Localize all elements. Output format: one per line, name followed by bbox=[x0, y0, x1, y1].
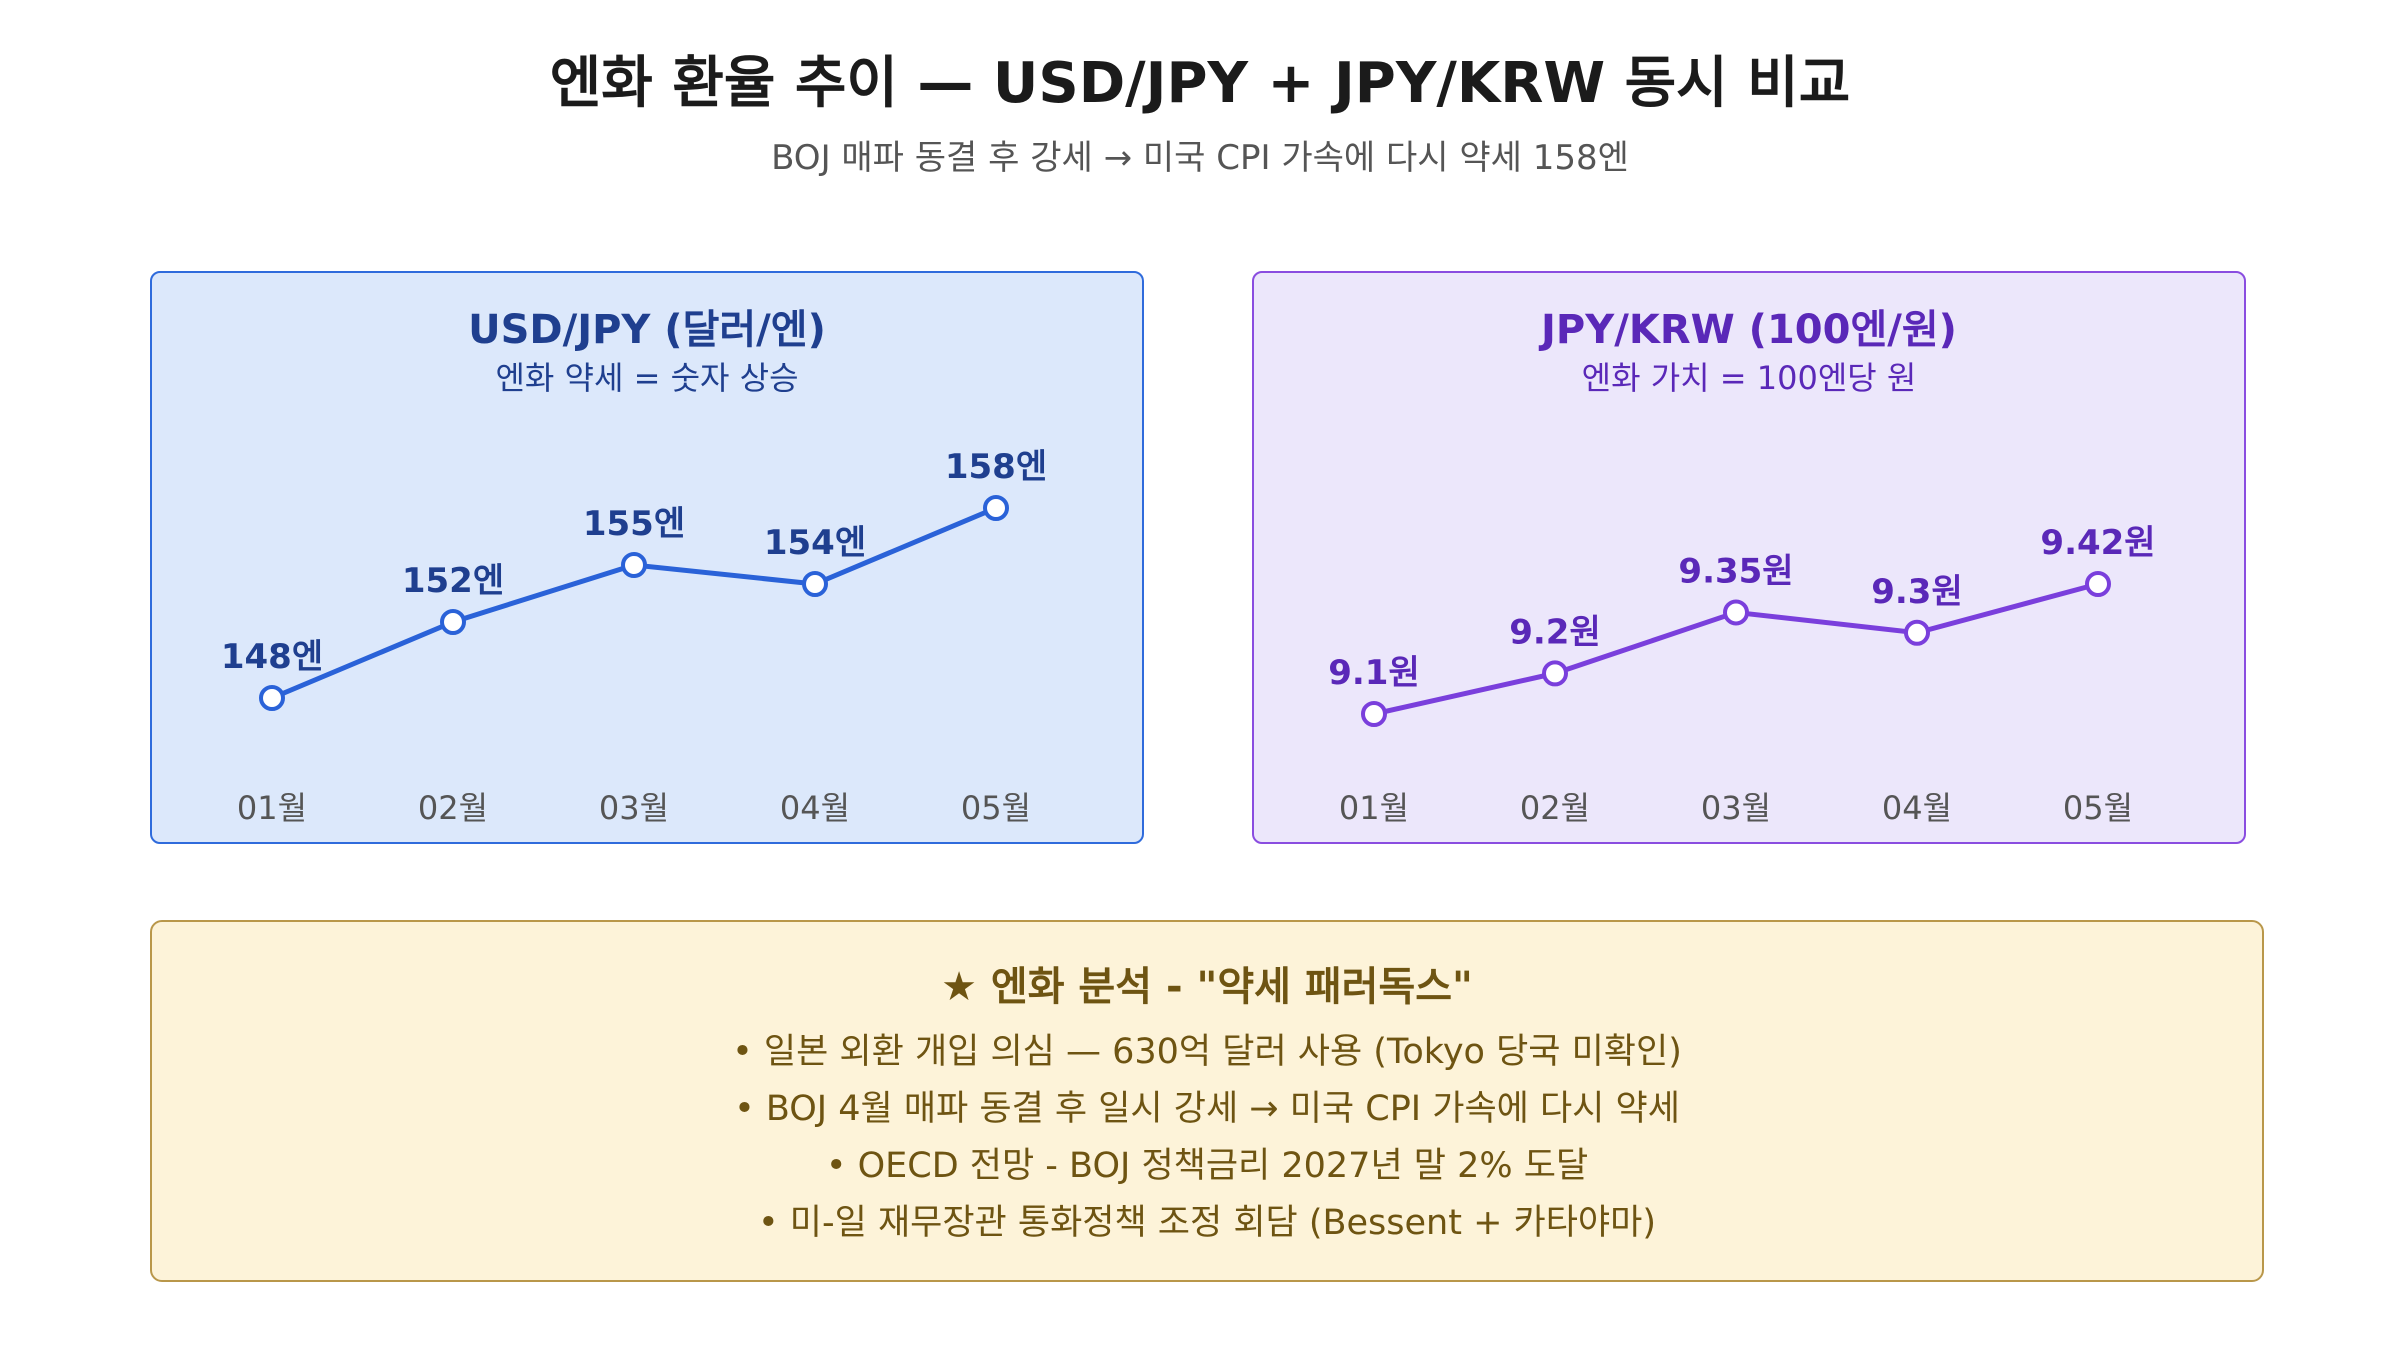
data-point bbox=[259, 685, 285, 711]
data-label: 9.2원 bbox=[1509, 612, 1601, 652]
data-point bbox=[440, 609, 466, 635]
usd-jpy-title: USD/JPY (달러/엔) bbox=[468, 307, 826, 353]
x-tick-label: 02월 bbox=[418, 789, 488, 827]
x-tick-label: 03월 bbox=[599, 789, 669, 827]
x-tick-label: 05월 bbox=[2063, 789, 2133, 827]
data-label: 155엔 bbox=[583, 504, 685, 544]
x-tick-label: 02월 bbox=[1520, 789, 1590, 827]
jpy-krw-title: JPY/KRW (100엔/원) bbox=[1541, 307, 1957, 353]
jpy-krw-line-chart: 9.1원 01월 9.2원 02월 9.35원 03월 9.3원 04월 9.42원 05월 bbox=[1328, 523, 2155, 827]
callout-item: • OECD 전망 - BOJ 정책금리 2027년 말 2% 도달 bbox=[825, 1146, 1589, 1186]
data-point bbox=[621, 552, 647, 578]
data-point bbox=[1542, 660, 1568, 687]
jpy-krw-panel: JPY/KRW (100엔/원) 엔화 가치 = 100엔당 원 9.1원 01월… bbox=[1252, 271, 2246, 844]
x-tick-label: 01월 bbox=[1339, 789, 1409, 827]
x-tick-label: 04월 bbox=[780, 789, 850, 827]
callout-item: • 일본 외환 개입 의심 — 630억 달러 사용 (Tokyo 당국 미확인… bbox=[732, 1032, 1682, 1072]
data-label: 9.42원 bbox=[2040, 523, 2155, 563]
jpy-krw-subtitle: 엔화 가치 = 100엔당 원 bbox=[1581, 359, 1917, 397]
data-label: 154엔 bbox=[764, 523, 866, 563]
data-label: 152엔 bbox=[402, 561, 504, 601]
analysis-callout: ★ 엔화 분석 - "약세 패러독스" • 일본 외환 개입 의심 — 630억… bbox=[150, 920, 2264, 1282]
callout-list: • 일본 외환 개입 의심 — 630억 달러 사용 (Tokyo 당국 미확인… bbox=[152, 1024, 2262, 1252]
data-point bbox=[1723, 599, 1749, 626]
data-point bbox=[1904, 619, 1930, 646]
data-point bbox=[2085, 571, 2111, 597]
data-point bbox=[983, 495, 1009, 521]
data-label: 148엔 bbox=[221, 637, 323, 677]
data-point bbox=[802, 571, 828, 597]
usd-jpy-line-chart: 148엔 01월 152엔 02월 155엔 03월 154엔 04월 158엔 05월 bbox=[221, 447, 1047, 827]
page-title: 엔화 환율 추이 — USD/JPY + JPY/KRW 동시 비교 bbox=[549, 51, 1851, 116]
x-tick-label: 03월 bbox=[1701, 789, 1771, 827]
usd-jpy-panel: USD/JPY (달러/엔) 엔화 약세 = 숫자 상승 148엔 01월 152엔… bbox=[150, 271, 1144, 844]
callout-item: • 미-일 재무장관 통화정책 조정 회담 (Bessent + 카타야마) bbox=[758, 1203, 1656, 1243]
data-point bbox=[1361, 701, 1387, 727]
x-tick-label: 04월 bbox=[1882, 789, 1952, 827]
data-label: 9.35원 bbox=[1678, 551, 1793, 591]
usd-jpy-subtitle: 엔화 약세 = 숫자 상승 bbox=[495, 359, 799, 397]
callout-title: ★ 엔화 분석 - "약세 패러독스" bbox=[941, 964, 1473, 1010]
page-subtitle: BOJ 매파 동결 후 강세 → 미국 CPI 가속에 다시 약세 158엔 bbox=[771, 138, 1629, 178]
x-tick-label: 05월 bbox=[961, 789, 1031, 827]
data-label: 158엔 bbox=[945, 447, 1047, 487]
callout-item: • BOJ 4월 매파 동결 후 일시 강세 → 미국 CPI 가속에 다시 약… bbox=[734, 1089, 1680, 1129]
data-label: 9.3원 bbox=[1871, 572, 1963, 612]
x-tick-label: 01월 bbox=[237, 789, 307, 827]
data-label: 9.1원 bbox=[1328, 653, 1420, 693]
